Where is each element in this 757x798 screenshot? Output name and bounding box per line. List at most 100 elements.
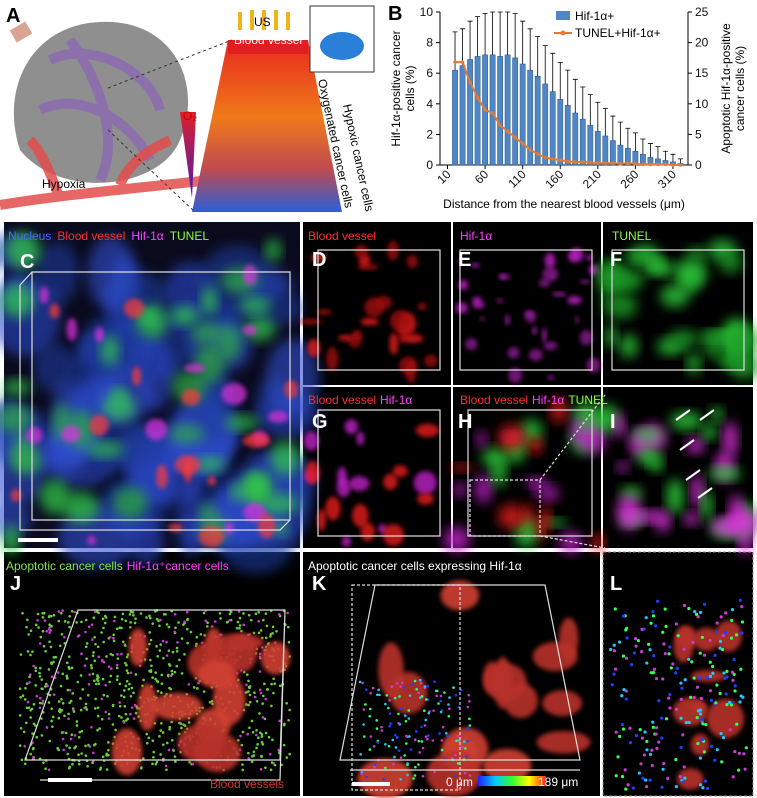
texture <box>735 722 739 726</box>
error-bar <box>662 150 668 161</box>
texture <box>247 703 250 707</box>
texture <box>260 735 264 738</box>
texture <box>650 748 654 752</box>
texture <box>406 762 409 765</box>
texture <box>354 244 368 259</box>
texture <box>270 682 273 686</box>
texture <box>78 730 82 734</box>
texture <box>210 625 214 628</box>
channel-labels: Apoptotic cancer cells Hif-1α⁺cancer cell… <box>6 559 229 573</box>
wireframes <box>19 249 745 791</box>
texture <box>63 714 66 718</box>
texture <box>29 653 32 657</box>
texture <box>718 691 722 696</box>
texture <box>31 756 35 760</box>
texture <box>41 699 45 703</box>
texture <box>123 644 127 647</box>
point <box>558 158 563 162</box>
texture <box>34 623 38 627</box>
texture <box>228 612 232 616</box>
texture <box>621 774 625 779</box>
texture <box>88 745 92 748</box>
texture <box>19 696 23 699</box>
error-bar <box>482 13 488 55</box>
texture <box>84 630 87 634</box>
texture <box>134 617 137 620</box>
texture <box>125 663 128 667</box>
texture <box>115 663 119 667</box>
texture <box>124 684 128 688</box>
texture <box>174 626 177 630</box>
texture <box>260 641 291 675</box>
texture <box>23 698 27 701</box>
texture <box>59 684 63 688</box>
texture <box>204 619 208 623</box>
legend-swatch <box>560 30 566 36</box>
texture <box>75 720 79 723</box>
texture <box>695 716 699 720</box>
y-tick-label: 6 <box>426 66 433 80</box>
texture <box>59 611 63 615</box>
error-bar <box>527 28 533 71</box>
texture <box>38 701 42 705</box>
texture <box>38 706 42 710</box>
texture <box>71 692 75 695</box>
texture <box>103 614 107 618</box>
texture <box>740 631 744 635</box>
texture <box>653 624 658 628</box>
texture <box>416 493 434 505</box>
texture <box>41 616 45 619</box>
texture <box>75 724 79 727</box>
texture <box>126 653 130 656</box>
texture <box>439 699 443 703</box>
texture <box>456 762 460 765</box>
texture <box>464 747 467 750</box>
texture <box>128 682 131 686</box>
texture <box>93 707 97 710</box>
texture <box>152 755 155 759</box>
texture <box>682 603 687 608</box>
texture <box>217 324 241 362</box>
texture <box>247 613 251 617</box>
texture <box>241 730 245 734</box>
texture <box>125 669 129 672</box>
texture <box>86 693 90 697</box>
texture <box>714 701 718 705</box>
texture <box>286 625 290 629</box>
texture <box>652 671 656 675</box>
texture <box>116 675 119 678</box>
y-axis-label: cells (%) <box>403 65 417 111</box>
texture <box>40 717 43 720</box>
texture <box>131 610 135 614</box>
texture <box>715 621 719 625</box>
error-bar <box>452 31 458 71</box>
texture <box>34 684 37 687</box>
texture <box>414 765 417 769</box>
texture <box>620 694 624 698</box>
point <box>641 162 645 167</box>
texture <box>708 638 712 643</box>
texture <box>68 688 72 692</box>
texture <box>85 642 89 645</box>
inset-cell <box>320 32 364 60</box>
texture <box>261 646 264 649</box>
texture <box>159 618 162 622</box>
texture <box>648 648 652 652</box>
point <box>505 129 510 134</box>
texture <box>129 671 133 675</box>
point <box>565 159 570 164</box>
us-probe <box>9 21 33 43</box>
texture <box>38 675 42 678</box>
texture <box>679 745 683 749</box>
texture <box>19 653 23 656</box>
texture <box>612 672 616 676</box>
y2-tick-label: 0 <box>695 158 702 172</box>
texture <box>616 461 629 473</box>
texture <box>76 635 80 638</box>
texture <box>115 666 119 670</box>
texture <box>411 683 414 686</box>
texture <box>96 706 100 709</box>
y2-tick-label: 25 <box>695 5 709 19</box>
texture <box>245 703 248 706</box>
texture <box>403 714 407 717</box>
